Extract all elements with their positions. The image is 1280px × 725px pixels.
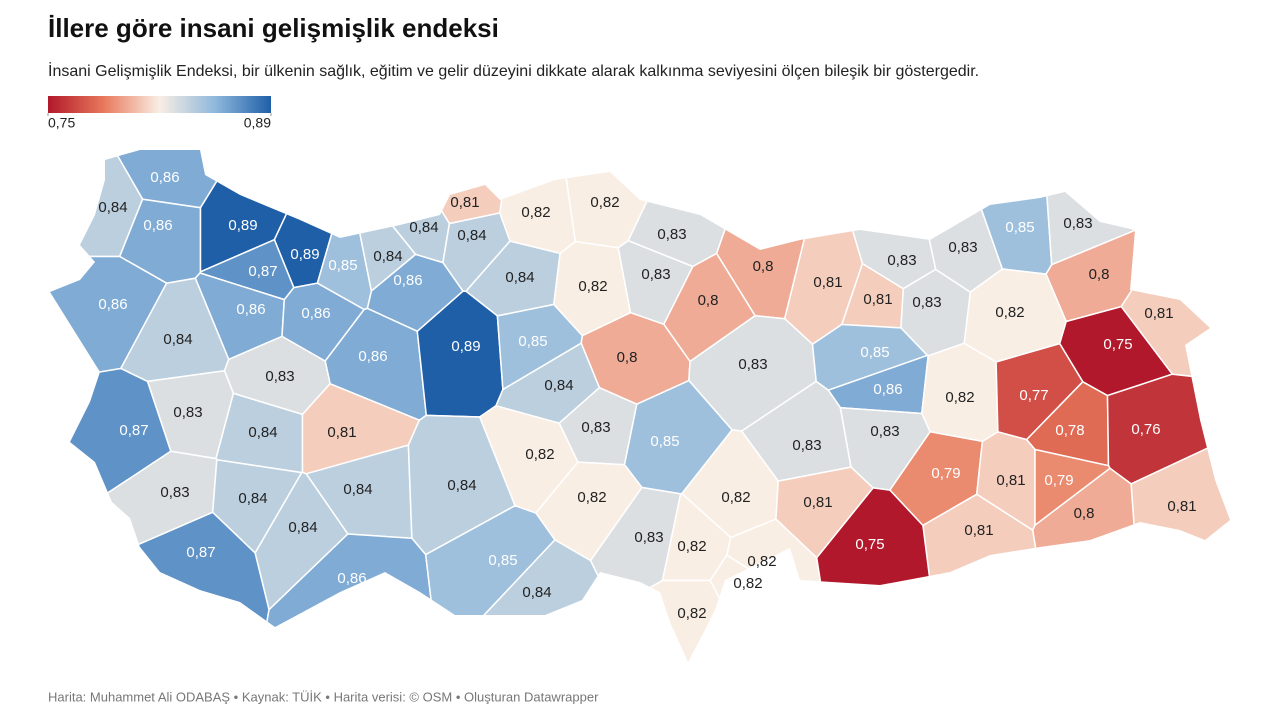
province-value-label: 0,83 (173, 404, 202, 421)
province-value-label: 0,86 (337, 570, 366, 587)
province-value-label: 0,8 (698, 292, 719, 309)
map-subtitle: İnsani Gelişmişlik Endeksi, bir ülkenin … (48, 61, 979, 80)
province-value-label: 0,89 (228, 217, 257, 234)
province-value-label: 0,82 (525, 446, 554, 463)
province-value-label: 0,83 (887, 252, 916, 269)
province-value-label: 0,75 (1103, 336, 1132, 353)
province (603, 579, 765, 662)
province-value-label: 0,8 (1074, 505, 1095, 522)
province-value-label: 0,89 (451, 338, 480, 355)
province-value-label: 0,83 (641, 266, 670, 283)
province-value-label: 0,83 (738, 356, 767, 373)
province-value-label: 0,83 (657, 226, 686, 243)
province-value-label: 0,84 (98, 199, 127, 216)
legend-tick-label: 0,89 (244, 115, 271, 131)
province-value-label: 0,85 (488, 552, 517, 569)
province-value-label: 0,82 (590, 194, 619, 211)
map-title: İllere göre insani gelişmişlik endeksi (48, 13, 499, 43)
province-value-label: 0,81 (803, 494, 832, 511)
province-value-label: 0,81 (964, 522, 993, 539)
province-value-label: 0,82 (578, 278, 607, 295)
province-value-label: 0,81 (450, 194, 479, 211)
province-value-label: 0,82 (747, 553, 776, 570)
province-value-label: 0,83 (792, 437, 821, 454)
province-value-label: 0,85 (650, 433, 679, 450)
province-value-label: 0,84 (457, 227, 486, 244)
color-legend (48, 96, 271, 113)
province-value-label: 0,87 (186, 544, 215, 561)
province-value-label: 0,83 (581, 419, 610, 436)
province-value-label: 0,86 (98, 296, 127, 313)
province-value-label: 0,84 (522, 584, 551, 601)
province-value-label: 0,85 (1005, 219, 1034, 236)
province-value-label: 0,82 (521, 204, 550, 221)
province-value-label: 0,75 (855, 536, 884, 553)
province-value-label: 0,86 (301, 305, 330, 322)
province-value-label: 0,81 (863, 291, 892, 308)
province-value-label: 0,83 (870, 423, 899, 440)
province-value-label: 0,86 (358, 348, 387, 365)
province-labels: 0,86 0,84 0,86 0,89 0,89 0,87 0,85 0,84 0,84 0,84… (98, 169, 1196, 622)
province-value-label: 0,84 (409, 219, 438, 236)
province-value-label: 0,87 (248, 263, 277, 280)
province (50, 150, 144, 258)
province-value-label: 0,89 (290, 246, 319, 263)
province-value-label: 0,84 (505, 269, 534, 286)
province-value-label: 0,81 (813, 274, 842, 291)
source-note: Harita: Muhammet Ali ODABAŞ • Kaynak: TÜ… (48, 689, 599, 704)
province-value-label: 0,86 (873, 381, 902, 398)
province-value-label: 0,81 (1167, 498, 1196, 515)
province-value-label: 0,86 (150, 169, 179, 186)
province-value-label: 0,84 (288, 519, 317, 536)
province-value-label: 0,84 (373, 248, 402, 265)
province-value-label: 0,84 (447, 477, 476, 494)
province-value-label: 0,86 (393, 272, 422, 289)
province-value-label: 0,85 (328, 257, 357, 274)
province-value-label: 0,86 (143, 217, 172, 234)
province-value-label: 0,79 (931, 465, 960, 482)
province-value-label: 0,83 (1063, 215, 1092, 232)
province-value-label: 0,84 (163, 331, 192, 348)
province-value-label: 0,82 (677, 538, 706, 555)
legend-tick-label: 0,75 (48, 115, 75, 131)
province-value-label: 0,76 (1131, 421, 1160, 438)
province-value-label: 0,82 (995, 304, 1024, 321)
province-value-label: 0,84 (238, 490, 267, 507)
province-value-label: 0,83 (160, 484, 189, 501)
province-value-label: 0,81 (327, 424, 356, 441)
province-value-label: 0,81 (1144, 305, 1173, 322)
province-value-label: 0,82 (577, 489, 606, 506)
province-value-label: 0,83 (634, 529, 663, 546)
province-value-label: 0,86 (236, 301, 265, 318)
province-value-label: 0,79 (1044, 472, 1073, 489)
province-value-label: 0,8 (617, 349, 638, 366)
province-value-label: 0,77 (1019, 387, 1048, 404)
province-value-label: 0,87 (119, 422, 148, 439)
province-value-label: 0,83 (265, 368, 294, 385)
province-value-label: 0,83 (912, 294, 941, 311)
province-value-label: 0,82 (677, 605, 706, 622)
province-value-label: 0,8 (1089, 266, 1110, 283)
province-value-label: 0,81 (996, 472, 1025, 489)
province-value-label: 0,85 (860, 344, 889, 361)
province (499, 150, 577, 255)
province-value-label: 0,84 (544, 377, 573, 394)
province-value-label: 0,82 (733, 575, 762, 592)
provinces (50, 150, 1230, 662)
province-value-label: 0,82 (945, 389, 974, 406)
province-value-label: 0,78 (1055, 422, 1084, 439)
province (1041, 150, 1230, 266)
province-value-label: 0,83 (948, 239, 977, 256)
province-value-label: 0,85 (518, 333, 547, 350)
province-value-label: 0,8 (753, 258, 774, 275)
province-value-label: 0,84 (343, 481, 372, 498)
province-value-label: 0,84 (248, 424, 277, 441)
province-value-label: 0,82 (721, 489, 750, 506)
